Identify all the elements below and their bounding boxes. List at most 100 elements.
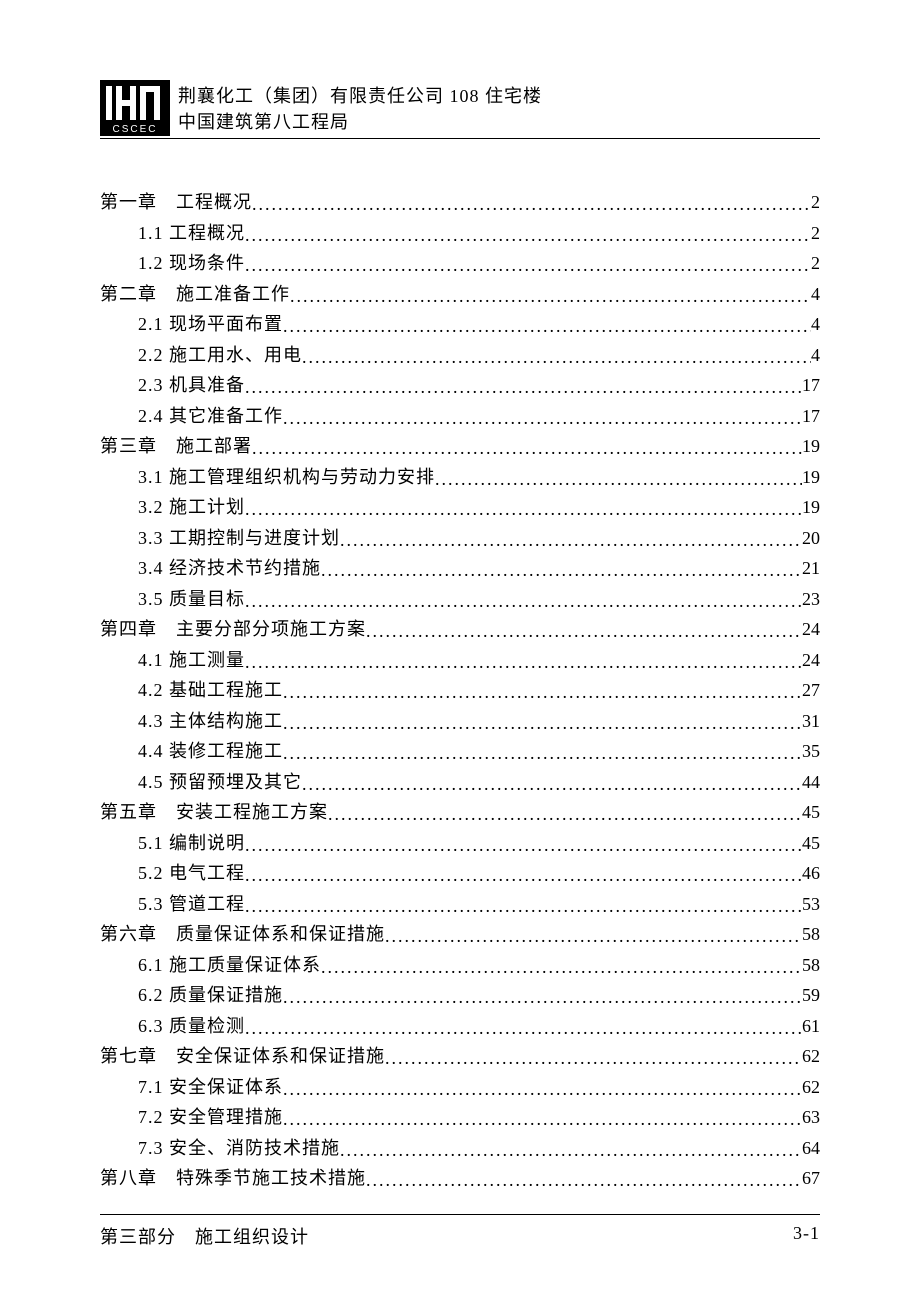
toc-entry: 第八章 特殊季节施工技术措施67 bbox=[100, 1163, 820, 1194]
page-footer: 第三部分 施工组织设计 3-1 bbox=[100, 1214, 820, 1249]
toc-entry-page: 17 bbox=[802, 370, 820, 401]
page-header: CSCEC 荆襄化工（集团）有限责任公司 108 住宅楼 中国建筑第八工程局 bbox=[100, 80, 820, 139]
toc-entry-label: 1.1 工程概况 bbox=[100, 218, 245, 249]
toc-entry: 5.1 编制说明45 bbox=[100, 828, 820, 859]
toc-entry-label: 第三章 施工部署 bbox=[100, 431, 252, 462]
toc-dot-leader bbox=[302, 342, 811, 373]
toc-entry-page: 58 bbox=[802, 950, 820, 981]
toc-entry-label: 2.1 现场平面布置 bbox=[100, 309, 283, 340]
toc-entry: 第五章 安装工程施工方案 45 bbox=[100, 797, 820, 828]
toc-dot-leader bbox=[283, 1074, 802, 1105]
toc-entry-page: 53 bbox=[802, 889, 820, 920]
toc-entry-label: 第五章 安装工程施工方案 bbox=[100, 797, 328, 828]
toc-entry: 2.3 机具准备 17 bbox=[100, 370, 820, 401]
toc-entry-page: 20 bbox=[802, 523, 820, 554]
toc-dot-leader bbox=[245, 372, 802, 403]
toc-entry: 2.1 现场平面布置 4 bbox=[100, 309, 820, 340]
toc-dot-leader bbox=[290, 281, 811, 312]
toc-entry: 4.5 预留预埋及其它44 bbox=[100, 767, 820, 798]
toc-entry: 7.3 安全、消防技术措施 64 bbox=[100, 1133, 820, 1164]
toc-dot-leader bbox=[252, 189, 811, 220]
toc-entry-page: 35 bbox=[802, 736, 820, 767]
toc-entry: 7.2 安全管理措施63 bbox=[100, 1102, 820, 1133]
toc-entry-label: 1.2 现场条件 bbox=[100, 248, 245, 279]
toc-entry: 5.3 管道工程 53 bbox=[100, 889, 820, 920]
header-text-block: 荆襄化工（集团）有限责任公司 108 住宅楼 中国建筑第八工程局 bbox=[178, 80, 542, 136]
toc-entry-label: 6.3 质量检测 bbox=[100, 1011, 245, 1042]
table-of-contents: 第一章 工程概况21.1 工程概况21.2 现场条件2第二章 施工准备工作42.… bbox=[100, 187, 820, 1194]
toc-entry-page: 23 bbox=[802, 584, 820, 615]
toc-entry-label: 3.2 施工计划 bbox=[100, 492, 245, 523]
toc-entry-page: 62 bbox=[802, 1041, 820, 1072]
toc-dot-leader bbox=[302, 769, 802, 800]
toc-entry: 6.1 施工质量保证体系 58 bbox=[100, 950, 820, 981]
toc-entry: 7.1 安全保证体系62 bbox=[100, 1072, 820, 1103]
toc-entry-page: 44 bbox=[802, 767, 820, 798]
toc-entry-label: 5.2 电气工程 bbox=[100, 858, 245, 889]
toc-entry-page: 21 bbox=[802, 553, 820, 584]
toc-entry-page: 19 bbox=[802, 462, 820, 493]
toc-entry: 第二章 施工准备工作 4 bbox=[100, 279, 820, 310]
toc-entry-page: 24 bbox=[802, 614, 820, 645]
toc-entry-label: 4.4 装修工程施工 bbox=[100, 736, 283, 767]
toc-entry-label: 第六章 质量保证体系和保证措施 bbox=[100, 919, 385, 950]
toc-entry: 1.1 工程概况 2 bbox=[100, 218, 820, 249]
toc-entry: 6.2 质量保证措施 59 bbox=[100, 980, 820, 1011]
toc-dot-leader bbox=[366, 1165, 802, 1196]
toc-entry: 第七章 安全保证体系和保证措施 62 bbox=[100, 1041, 820, 1072]
toc-entry-label: 2.2 施工用水、用电 bbox=[100, 340, 302, 371]
toc-dot-leader bbox=[245, 830, 802, 861]
toc-dot-leader bbox=[283, 982, 802, 1013]
toc-dot-leader bbox=[385, 921, 802, 952]
toc-entry-page: 58 bbox=[802, 919, 820, 950]
header-subtitle: 中国建筑第八工程局 bbox=[178, 108, 542, 136]
toc-entry: 2.4 其它准备工作17 bbox=[100, 401, 820, 432]
toc-entry: 6.3 质量检测61 bbox=[100, 1011, 820, 1042]
toc-entry: 3.1 施工管理组织机构与劳动力安排 19 bbox=[100, 462, 820, 493]
toc-entry-page: 2 bbox=[811, 187, 820, 218]
toc-entry-page: 2 bbox=[811, 248, 820, 279]
toc-entry-label: 第七章 安全保证体系和保证措施 bbox=[100, 1041, 385, 1072]
toc-dot-leader bbox=[245, 891, 802, 922]
toc-dot-leader bbox=[245, 647, 802, 678]
toc-entry: 3.3 工期控制与进度计划 20 bbox=[100, 523, 820, 554]
toc-entry-label: 3.3 工期控制与进度计划 bbox=[100, 523, 340, 554]
toc-entry-label: 3.4 经济技术节约措施 bbox=[100, 553, 321, 584]
toc-entry-label: 4.3 主体结构施工 bbox=[100, 706, 283, 737]
header-title: 荆襄化工（集团）有限责任公司 108 住宅楼 bbox=[178, 80, 542, 108]
toc-dot-leader bbox=[283, 311, 811, 342]
toc-dot-leader bbox=[283, 677, 802, 708]
toc-entry: 第四章 主要分部分项施工方案24 bbox=[100, 614, 820, 645]
toc-entry: 3.5 质量目标23 bbox=[100, 584, 820, 615]
toc-entry-page: 64 bbox=[802, 1133, 820, 1164]
toc-entry-label: 3.1 施工管理组织机构与劳动力安排 bbox=[100, 462, 435, 493]
toc-entry: 1.2 现场条件 2 bbox=[100, 248, 820, 279]
toc-entry-label: 第八章 特殊季节施工技术措施 bbox=[100, 1163, 366, 1194]
company-logo-icon: CSCEC bbox=[100, 80, 170, 136]
toc-entry-page: 2 bbox=[811, 218, 820, 249]
toc-entry: 第一章 工程概况2 bbox=[100, 187, 820, 218]
toc-dot-leader bbox=[435, 464, 802, 495]
toc-dot-leader bbox=[283, 1104, 802, 1135]
toc-entry-page: 45 bbox=[802, 797, 820, 828]
toc-entry-label: 5.3 管道工程 bbox=[100, 889, 245, 920]
toc-dot-leader bbox=[283, 708, 802, 739]
toc-entry-page: 4 bbox=[811, 279, 820, 310]
footer-section-label: 第三部分 施工组织设计 bbox=[100, 1223, 309, 1249]
toc-entry-label: 7.3 安全、消防技术措施 bbox=[100, 1133, 340, 1164]
toc-dot-leader bbox=[283, 738, 802, 769]
toc-entry: 5.2 电气工程46 bbox=[100, 858, 820, 889]
toc-entry-label: 6.1 施工质量保证体系 bbox=[100, 950, 321, 981]
toc-dot-leader bbox=[340, 1135, 802, 1166]
toc-dot-leader bbox=[321, 555, 802, 586]
toc-entry-label: 6.2 质量保证措施 bbox=[100, 980, 283, 1011]
toc-dot-leader bbox=[366, 616, 802, 647]
toc-entry: 4.2 基础工程施工27 bbox=[100, 675, 820, 706]
toc-entry-label: 2.3 机具准备 bbox=[100, 370, 245, 401]
toc-entry: 4.4 装修工程施工 35 bbox=[100, 736, 820, 767]
toc-entry: 4.1 施工测量24 bbox=[100, 645, 820, 676]
toc-entry-page: 4 bbox=[811, 309, 820, 340]
toc-entry-label: 第二章 施工准备工作 bbox=[100, 279, 290, 310]
toc-entry-page: 63 bbox=[802, 1102, 820, 1133]
toc-entry-page: 59 bbox=[802, 980, 820, 1011]
